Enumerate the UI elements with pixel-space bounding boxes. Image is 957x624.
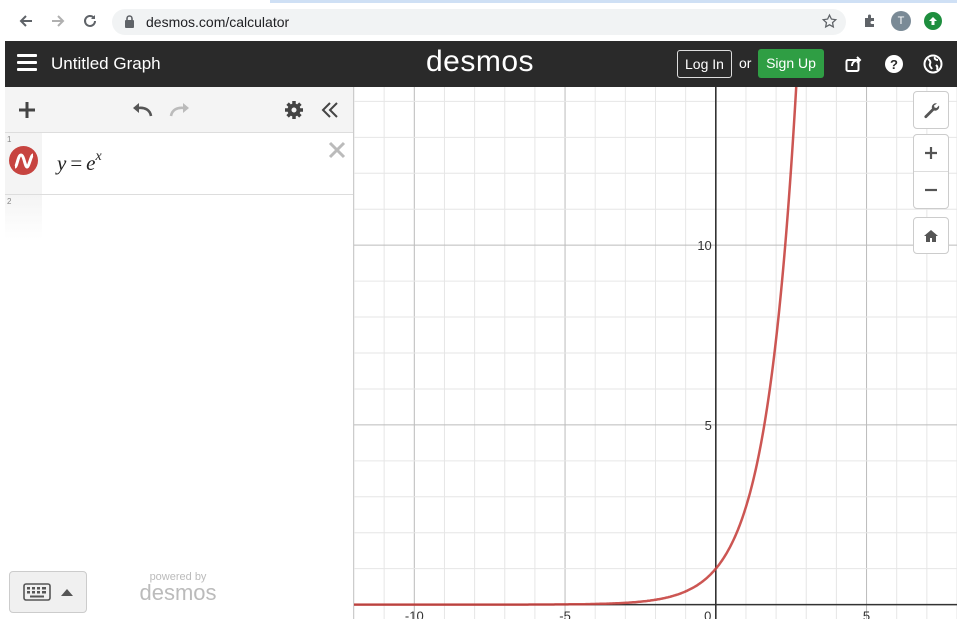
expression-math[interactable]: y = ex <box>57 149 102 176</box>
svg-text:?: ? <box>890 57 898 72</box>
app-header: Untitled Graph desmos Log In or Sign Up … <box>5 41 957 87</box>
tab-strip-edge <box>270 0 957 3</box>
math-base: e <box>86 151 96 175</box>
back-icon[interactable] <box>14 9 38 33</box>
expression-toolbar <box>5 87 353 133</box>
expression-index: 1 <box>7 135 12 144</box>
reload-icon[interactable] <box>78 9 102 33</box>
delete-expression-icon[interactable] <box>327 140 347 160</box>
zoom-out-icon[interactable] <box>914 172 948 208</box>
x-tick-label: 5 <box>863 609 870 619</box>
add-item-icon[interactable] <box>14 97 40 123</box>
forward-icon[interactable] <box>46 9 70 33</box>
graph-canvas[interactable]: -10 -5 0 5 5 10 <box>353 51 957 624</box>
extensions-icon[interactable] <box>859 10 881 32</box>
collapse-panel-icon[interactable] <box>317 97 343 123</box>
empty-expression-item[interactable]: 2 <box>5 195 353 239</box>
expression-item[interactable]: 1 y = ex <box>5 133 353 195</box>
or-text: or <box>739 55 752 71</box>
address-bar[interactable]: desmos.com/calculator <box>112 9 846 35</box>
settings-gear-icon[interactable] <box>281 97 307 123</box>
keypad-toggle-button[interactable] <box>9 571 87 613</box>
star-icon[interactable] <box>821 13 838 35</box>
profile-avatar[interactable]: T <box>890 10 912 32</box>
caret-up-icon <box>61 589 73 596</box>
zoom-controls <box>913 134 949 209</box>
lock-icon <box>124 15 135 33</box>
default-viewport-tool[interactable] <box>913 217 949 254</box>
expression-index: 2 <box>7 197 12 206</box>
curve-y-equals-e-to-x <box>354 51 800 606</box>
redo-icon[interactable] <box>167 97 193 123</box>
x-tick-label: -5 <box>559 609 571 619</box>
signup-button[interactable]: Sign Up <box>758 49 824 78</box>
y-tick-label: 5 <box>705 418 712 433</box>
zoom-in-icon[interactable] <box>914 135 948 172</box>
expression-gutter: 2 <box>5 195 42 239</box>
graph-paper[interactable]: -10 -5 0 5 5 10 <box>353 51 957 624</box>
powered-by-desmos[interactable]: powered by desmos <box>138 571 218 606</box>
keyboard-icon <box>23 583 51 601</box>
x-tick-label: 0 <box>704 609 711 619</box>
url-text: desmos.com/calculator <box>146 14 290 30</box>
update-icon[interactable] <box>922 10 944 32</box>
powered-by-text: powered by <box>149 571 207 583</box>
expression-panel: 1 y = ex 2 powered by desmos <box>5 87 354 619</box>
graph-style-icon[interactable] <box>9 146 38 175</box>
math-exponent: x <box>95 149 102 164</box>
math-lhs: y <box>57 151 67 175</box>
login-button[interactable]: Log In <box>677 50 732 78</box>
share-icon[interactable] <box>843 53 865 75</box>
wrench-icon[interactable] <box>914 92 948 128</box>
powered-by-brand: desmos <box>139 580 217 605</box>
home-icon[interactable] <box>914 218 948 253</box>
graph-settings-tool[interactable] <box>913 91 949 129</box>
menu-icon[interactable] <box>17 54 37 74</box>
x-tick-label: -10 <box>405 609 424 619</box>
y-tick-label: 10 <box>697 238 711 253</box>
undo-icon[interactable] <box>129 97 155 123</box>
language-icon[interactable] <box>922 53 944 75</box>
expression-gutter: 1 <box>5 133 42 194</box>
graph-title[interactable]: Untitled Graph <box>51 54 161 73</box>
browser-toolbar: desmos.com/calculator T <box>0 0 957 41</box>
math-equals: = <box>70 151 83 175</box>
help-icon[interactable]: ? <box>883 53 905 75</box>
desmos-logo: desmos <box>426 45 535 78</box>
